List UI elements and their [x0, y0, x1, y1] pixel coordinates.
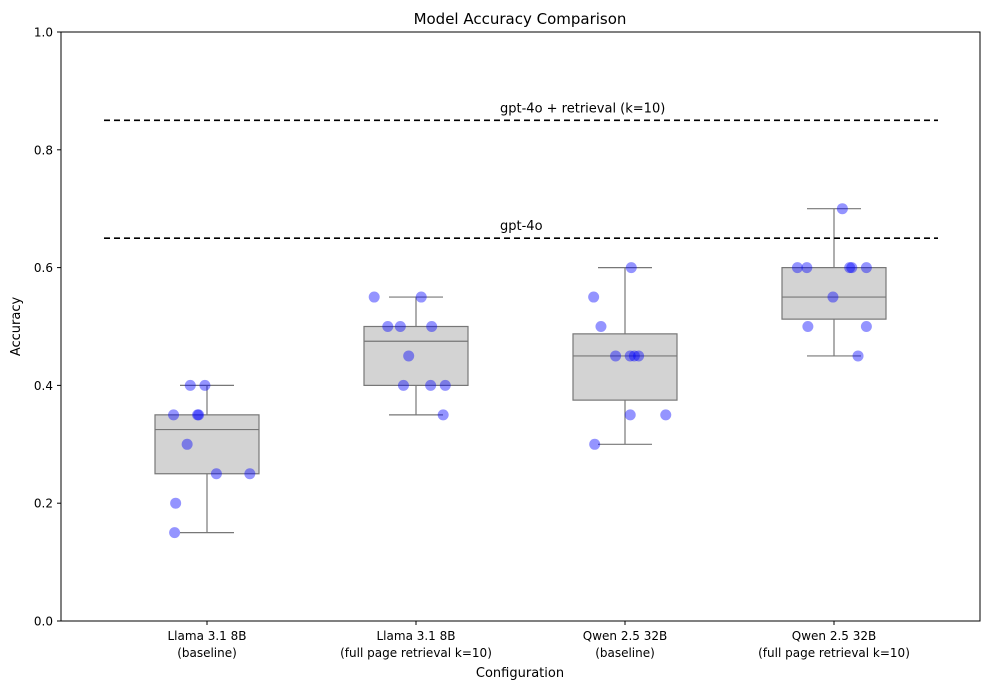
data-point: [846, 262, 858, 274]
box: [572, 333, 678, 401]
data-point: [199, 379, 211, 391]
data-point: [368, 291, 380, 303]
data-point: [827, 291, 839, 303]
data-point: [589, 438, 601, 450]
x-tick-label-line1: Llama 3.1 8B: [377, 629, 456, 643]
x-tick-label-line2: (baseline): [595, 646, 655, 660]
data-point: [415, 291, 427, 303]
x-axis-label: Configuration: [476, 666, 564, 681]
data-point: [244, 468, 256, 480]
y-tick-label: 0.6: [34, 261, 53, 275]
data-point: [610, 350, 622, 362]
data-point: [397, 379, 409, 391]
x-tick-label-line1: Llama 3.1 8B: [168, 629, 247, 643]
data-point: [628, 350, 640, 362]
axes: 0.0 0.2 0.4 0.6 0.8 1.0 Llama 3.1 8B (baseline)…: [34, 26, 910, 661]
data-point: [624, 409, 636, 421]
data-point: [802, 321, 814, 332]
data-point: [588, 291, 600, 303]
data-point: [437, 409, 449, 421]
plot-frame: [60, 31, 981, 622]
data-point: [193, 409, 205, 421]
chart-title: Model Accuracy Comparison: [414, 10, 627, 28]
data-point: [625, 262, 637, 274]
y-tick-label: 1.0: [34, 26, 53, 40]
data-point: [426, 321, 438, 332]
data-point: [181, 438, 193, 450]
data-point: [394, 321, 406, 332]
data-point: [844, 262, 856, 274]
y-axis-label: Accuracy: [9, 297, 24, 357]
data-point: [425, 379, 437, 391]
box: [781, 267, 887, 320]
data-point: [624, 350, 636, 362]
data-point: [382, 321, 394, 332]
data-point: [192, 409, 204, 421]
y-tick-label: 0.4: [34, 379, 53, 393]
x-tick-label: Qwen 2.5 32B (full page retrieval k=10): [758, 629, 910, 660]
data-point: [633, 350, 645, 362]
data-point: [836, 203, 848, 215]
reference-line-label: gpt-4o: [500, 219, 543, 234]
data-point: [439, 379, 451, 391]
x-tick-label-line1: Qwen 2.5 32B: [583, 629, 667, 643]
data-point: [168, 409, 180, 421]
box: [363, 325, 469, 387]
x-tick-label: Qwen 2.5 32B (baseline): [583, 629, 667, 660]
data-point: [852, 350, 864, 362]
y-tick-label: 0.2: [34, 497, 53, 511]
data-point: [184, 379, 196, 391]
data-point: [169, 527, 181, 539]
x-tick-label: Llama 3.1 8B (baseline): [168, 629, 247, 660]
data-point: [210, 468, 222, 480]
y-tick-label: 0.8: [34, 143, 53, 157]
x-tick-label-line2: (full page retrieval k=10): [758, 646, 910, 660]
data-point: [860, 321, 872, 332]
y-tick-label: 0.0: [34, 615, 53, 629]
data-point: [403, 350, 415, 362]
reference-line-label: gpt-4o + retrieval (k=10): [500, 101, 665, 116]
x-tick-label-line1: Qwen 2.5 32B: [792, 629, 876, 643]
x-tick-label-line2: (baseline): [177, 646, 237, 660]
data-point: [860, 262, 872, 274]
data-point: [170, 497, 182, 509]
box: [154, 414, 260, 475]
data-point: [801, 262, 813, 274]
data-point: [595, 321, 607, 332]
plot-area: gpt-4o + retrieval (k=10) gpt-4o: [104, 101, 938, 539]
x-tick-label-line2: (full page retrieval k=10): [340, 646, 492, 660]
data-point: [791, 262, 803, 274]
x-tick-label: Llama 3.1 8B (full page retrieval k=10): [340, 629, 492, 660]
data-point: [660, 409, 672, 421]
